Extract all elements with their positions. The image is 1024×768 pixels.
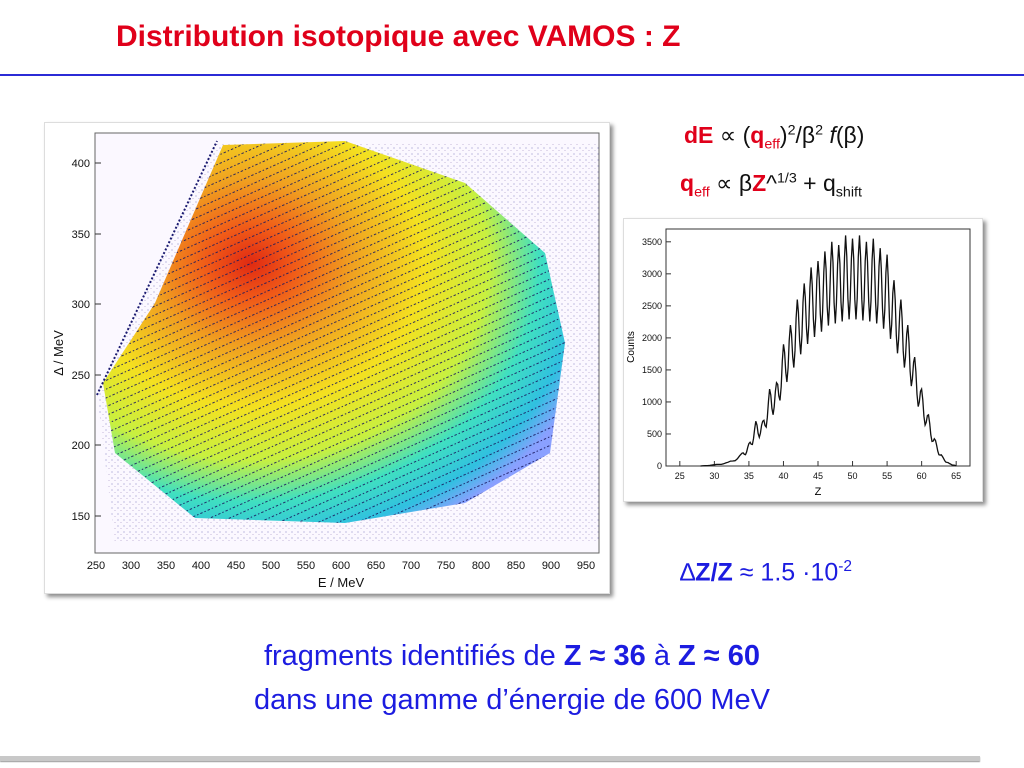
conclusion-line-1: fragments identifiés de Z ≈ 36 à Z ≈ 60 xyxy=(0,640,1024,673)
x-tick-label: 650 xyxy=(367,560,385,572)
histogram-x-tick: 65 xyxy=(951,471,961,481)
z-histogram-svg: 0 500 1000 1500 2000 2500 3000 3500 25 30 35 40 45 5… xyxy=(626,228,971,498)
counts-line xyxy=(700,235,957,467)
formula-de-sq2: 2 xyxy=(815,122,824,139)
z-bands-overlay xyxy=(103,141,565,523)
formula-qeff-prop: ∝ β xyxy=(709,170,753,196)
formula-qeff-caret: ^ xyxy=(766,170,777,196)
histogram-y-label: Counts xyxy=(626,331,637,363)
histogram-y-tick: 3000 xyxy=(642,269,662,279)
formula-de-eff: eff xyxy=(764,136,780,153)
formula-de-fbeta: (β) xyxy=(835,122,865,148)
formula-qeff-eff: eff xyxy=(694,184,710,201)
histogram-x-tick: 35 xyxy=(744,471,754,481)
delta-symbol: ∆ xyxy=(680,558,696,587)
formula-qeff-exp: 1/3 xyxy=(776,170,797,187)
formula-qeff-shift: shift xyxy=(835,184,862,201)
x-tick-label: 500 xyxy=(262,560,280,572)
conclusion-z-low: Z ≈ 36 xyxy=(563,640,646,672)
histogram-x-label: Z xyxy=(815,486,822,498)
x-tick-label: 850 xyxy=(507,560,525,572)
y-tick-label: 150 xyxy=(72,511,90,523)
slide-title: Distribution isotopique avec VAMOS : Z xyxy=(116,20,681,53)
y-axis-label: Δ / MeV xyxy=(51,330,66,376)
formula-de-sq1: 2 xyxy=(787,122,796,139)
y-tick-label: 200 xyxy=(72,440,90,452)
x-tick-label: 900 xyxy=(542,560,560,572)
histogram-x-tick: 45 xyxy=(813,471,823,481)
formula-de-q: q xyxy=(750,122,765,148)
histogram-x-tick: 60 xyxy=(917,471,927,481)
resolution-zz: Z/Z xyxy=(695,558,733,587)
x-tick-label: 550 xyxy=(297,560,315,572)
resolution-text: ∆Z/Z ≈ 1.5 ·10-2 xyxy=(680,558,852,587)
resolution-approx: ≈ 1.5 ·10 xyxy=(732,558,839,587)
x-tick-label: 750 xyxy=(437,560,455,572)
histogram-y-tick: 3500 xyxy=(642,237,662,247)
histogram-y-tick: 1500 xyxy=(642,365,662,375)
histogram-x-tick: 50 xyxy=(848,471,858,481)
y-tick-label: 300 xyxy=(72,299,90,311)
x-tick-label: 400 xyxy=(192,560,210,572)
footer-divider xyxy=(0,756,980,761)
formula-de-beta: /β xyxy=(795,122,816,148)
x-tick-label: 300 xyxy=(122,560,140,572)
x-tick-label: 250 xyxy=(87,560,105,572)
x-tick-label: 800 xyxy=(472,560,490,572)
y-tick-label: 350 xyxy=(72,229,90,241)
z-histogram: 0 500 1000 1500 2000 2500 3000 3500 25 30 35 40 45 5… xyxy=(623,218,983,502)
x-tick-label: 950 xyxy=(577,560,595,572)
resolution-exp: -2 xyxy=(838,558,853,575)
formula-qeff-z: Z xyxy=(752,170,767,196)
formula-qeff-plus: + q xyxy=(796,170,836,196)
x-tick-label: 700 xyxy=(402,560,420,572)
formula-qeff-q: q xyxy=(680,170,695,196)
delta-e-svg: 400 350 300 250 200 150 Δ / MeV 250 300 … xyxy=(51,132,600,590)
formula-de: dE ∝ (qeff)2/β2 f(β) xyxy=(684,122,864,153)
y-axis: 400 350 300 250 200 150 Δ / MeV xyxy=(51,158,101,523)
x-axis: 250 300 350 400 450 500 550 600 650 700 … xyxy=(87,560,595,590)
conclusion-line-2: dans une gamme d’énergie de 600 MeV xyxy=(254,684,770,716)
delta-e-vs-e-plot: 400 350 300 250 200 150 Δ / MeV 250 300 … xyxy=(44,122,610,594)
y-tick-label: 250 xyxy=(72,370,90,382)
formula-qeff: qeff ∝ βZ^1/3 + qshift xyxy=(680,170,862,201)
conclusion-text-a: fragments identifiés de xyxy=(263,640,564,672)
histogram-x-tick: 40 xyxy=(778,471,788,481)
conclusion-text-c: à xyxy=(645,640,679,672)
x-tick-label: 600 xyxy=(332,560,350,572)
x-tick-label: 450 xyxy=(227,560,245,572)
histogram-x-tick: 25 xyxy=(675,471,685,481)
histogram-y-tick: 0 xyxy=(657,461,662,471)
title-divider xyxy=(0,74,1024,76)
formula-de-lhs: dE xyxy=(684,122,714,148)
formula-de-f: f xyxy=(823,122,836,148)
histogram-x-tick: 30 xyxy=(709,471,719,481)
histogram-y-tick: 2000 xyxy=(642,333,662,343)
edge-cut-line xyxy=(96,140,218,396)
x-tick-label: 350 xyxy=(157,560,175,572)
y-tick-label: 400 xyxy=(72,158,90,170)
histogram-y-tick: 2500 xyxy=(642,301,662,311)
formula-de-prop: ∝ ( xyxy=(713,122,751,148)
formula-de-rest: ) xyxy=(779,122,788,148)
conclusion-z-high: Z ≈ 60 xyxy=(678,640,761,672)
histogram-y-tick: 1000 xyxy=(642,397,662,407)
x-axis-label: E / MeV xyxy=(318,575,365,590)
histogram-y-tick: 500 xyxy=(647,429,662,439)
histogram-x-tick: 55 xyxy=(882,471,892,481)
